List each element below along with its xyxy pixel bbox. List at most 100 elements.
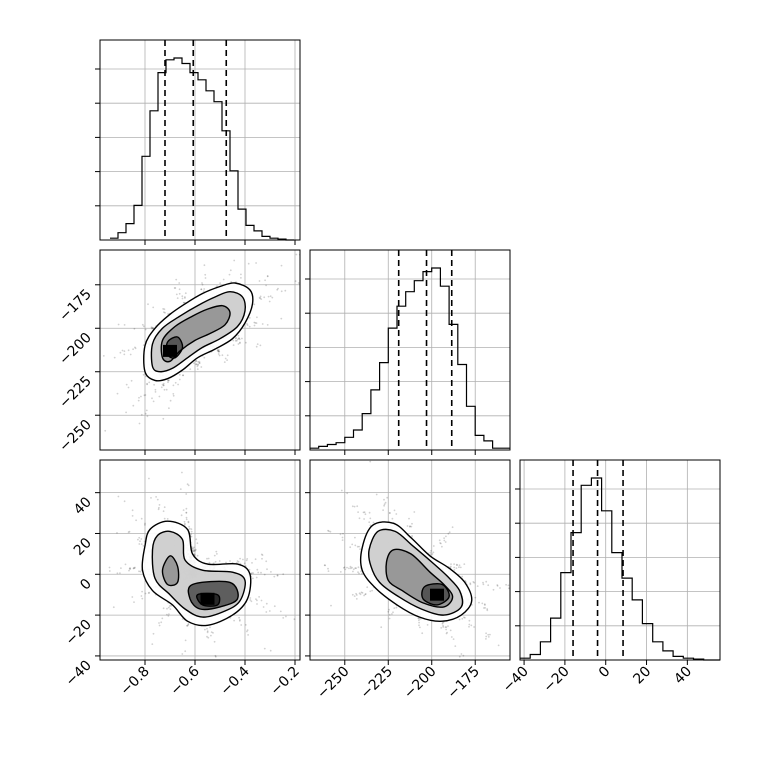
scatter-point: [183, 301, 186, 304]
scatter-point: [208, 561, 211, 564]
scatter-point: [276, 574, 279, 577]
scatter-point: [195, 363, 198, 366]
scatter-point: [455, 563, 458, 566]
scatter-point: [160, 386, 163, 389]
scatter-point: [139, 540, 141, 543]
scatter-point: [249, 230, 251, 232]
scatter-point: [352, 568, 355, 571]
grid-lines: [100, 40, 300, 240]
scatter-point: [351, 566, 353, 569]
scatter-point: [266, 275, 269, 278]
scatter-point: [273, 575, 276, 578]
scatter-point: [238, 616, 241, 619]
scatter-point: [131, 515, 134, 517]
scatter-point: [461, 575, 464, 578]
scatter-point: [432, 551, 435, 554]
scatter-point: [234, 337, 237, 340]
scatter-point: [357, 571, 359, 573]
scatter-point: [438, 539, 441, 542]
contour-line: [367, 528, 464, 616]
scatter-point: [225, 561, 227, 564]
scatter-point: [359, 548, 361, 550]
scatter-point: [151, 327, 154, 330]
scatter-point: [254, 322, 257, 324]
scatter-point: [191, 548, 194, 551]
scatter-point: [417, 617, 420, 620]
scatter-point: [330, 604, 332, 607]
scatter-point: [429, 551, 432, 554]
density-peak-bin: [163, 344, 177, 357]
scatter-point: [168, 605, 171, 607]
scatter-point: [141, 323, 144, 326]
scatter-point: [190, 535, 193, 538]
scatter-point: [476, 585, 479, 587]
scatter-point: [229, 560, 231, 562]
scatter-point: [233, 619, 236, 622]
scatter-point: [240, 624, 243, 626]
y-tick-label: −40: [63, 657, 95, 689]
scatter-point: [163, 506, 166, 509]
scatter-point: [487, 584, 490, 587]
scatter-point: [216, 553, 218, 555]
scatter-point: [485, 635, 488, 638]
scatter-point: [180, 514, 183, 517]
scatter-point: [166, 518, 169, 520]
x-tick-label: 40: [671, 664, 695, 688]
scatter-point: [182, 374, 184, 377]
scatter-point: [249, 599, 252, 601]
scatter-point: [124, 563, 127, 566]
scatter-point: [196, 365, 199, 368]
scatter-point: [352, 570, 354, 573]
scatter-point: [487, 633, 490, 636]
scatter-point: [151, 327, 153, 330]
scatter-point: [456, 564, 458, 566]
histogram-step: [110, 57, 294, 241]
scatter-point: [195, 360, 198, 362]
scatter-point: [129, 353, 132, 356]
scatter-point: [134, 347, 137, 350]
contour-line: [160, 304, 231, 363]
scatter-point: [260, 553, 263, 556]
scatter-point: [244, 624, 247, 626]
scatter-point: [363, 594, 365, 597]
histogram-step: [520, 477, 720, 661]
scatter-point: [447, 625, 449, 627]
x-tick-label: 0: [596, 664, 614, 682]
scatter-point: [214, 654, 217, 657]
scatter-point: [487, 636, 490, 638]
scatter-point: [187, 623, 190, 626]
scatter-point: [167, 379, 170, 381]
panel-frame: [519, 459, 721, 661]
scatter-point: [342, 532, 344, 535]
scatter-point: [132, 348, 135, 351]
scatter-point: [108, 570, 111, 572]
scatter-point: [206, 635, 208, 638]
scatter-point: [142, 325, 145, 328]
scatter-point: [148, 477, 150, 480]
scatter-point: [167, 313, 169, 315]
scatter-point: [462, 654, 465, 657]
scatter-point: [266, 568, 268, 571]
scatter-point: [485, 638, 487, 640]
scatter-point: [260, 298, 263, 300]
scatter-point: [239, 619, 241, 621]
scatter-point: [117, 323, 120, 326]
histogram-step: [310, 267, 510, 449]
scatter-point: [255, 322, 258, 324]
scatter-point: [461, 617, 464, 620]
scatter-point: [123, 500, 126, 503]
scatter-point: [181, 653, 184, 655]
scatter-point: [210, 631, 213, 633]
scatter-point: [236, 560, 239, 562]
x-tick-label: −0.8: [117, 664, 152, 699]
scatter-point: [268, 300, 271, 303]
scatter-point: [213, 640, 216, 643]
scatter-point: [343, 566, 346, 569]
scatter-point: [364, 593, 367, 596]
x-tick-label: −250: [314, 664, 353, 703]
scatter-point: [144, 592, 147, 595]
scatter-point: [178, 373, 181, 376]
scatter-point: [349, 565, 352, 568]
scatter-point: [258, 280, 261, 282]
scatter-point: [123, 324, 126, 326]
